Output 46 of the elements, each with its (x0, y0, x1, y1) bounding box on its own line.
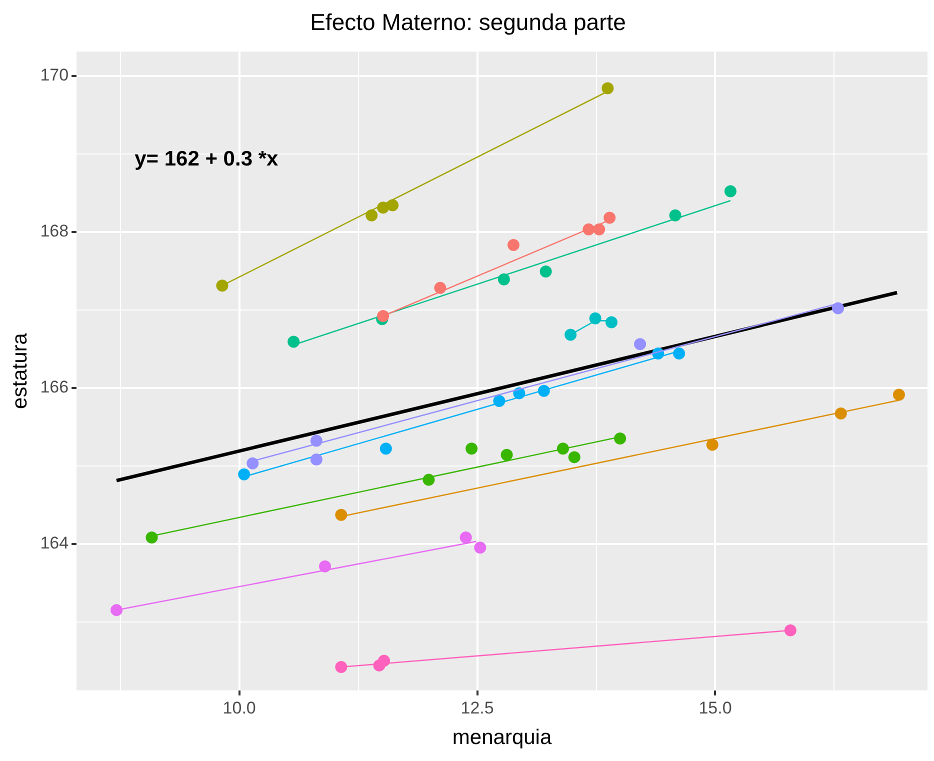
point (386, 199, 399, 212)
point (146, 532, 158, 544)
point (564, 328, 577, 341)
x-axis-title: menarquia (452, 726, 552, 750)
point (602, 82, 614, 94)
point (540, 266, 552, 278)
point (892, 388, 905, 401)
y-tick-label: 164 (40, 533, 69, 552)
point (366, 209, 378, 222)
x-tick-label: 15.0 (698, 698, 732, 718)
annotation: y= 162 + 0.3 *x (134, 147, 279, 170)
y-axis-title: estatura (8, 332, 32, 409)
point (377, 310, 390, 322)
point (110, 604, 123, 616)
y-tick-label: 168 (40, 221, 69, 240)
point (634, 338, 646, 350)
point (335, 661, 348, 673)
x-tick-label: 12.5 (460, 698, 494, 718)
point (460, 532, 472, 544)
point (246, 457, 259, 470)
point (216, 280, 228, 292)
point (605, 316, 618, 328)
point (593, 223, 606, 236)
point (784, 624, 796, 636)
point (238, 468, 250, 480)
point (832, 302, 844, 314)
point (474, 542, 486, 554)
point (318, 560, 331, 572)
y-tick-label: 166 (40, 377, 69, 396)
chart-title: Efecto Materno: segunda parte (310, 9, 626, 36)
point (604, 212, 616, 224)
point (288, 336, 300, 348)
point (724, 185, 736, 198)
point (335, 508, 348, 521)
point (380, 442, 392, 455)
point (568, 451, 580, 464)
x-tick-label: 10.0 (222, 698, 256, 718)
point (507, 239, 520, 252)
point (500, 448, 513, 461)
point (466, 442, 478, 455)
point (498, 273, 510, 286)
point (673, 347, 686, 360)
point (310, 454, 322, 466)
point (614, 432, 626, 444)
point (706, 438, 718, 451)
y-tick-label: 170 (40, 65, 69, 84)
